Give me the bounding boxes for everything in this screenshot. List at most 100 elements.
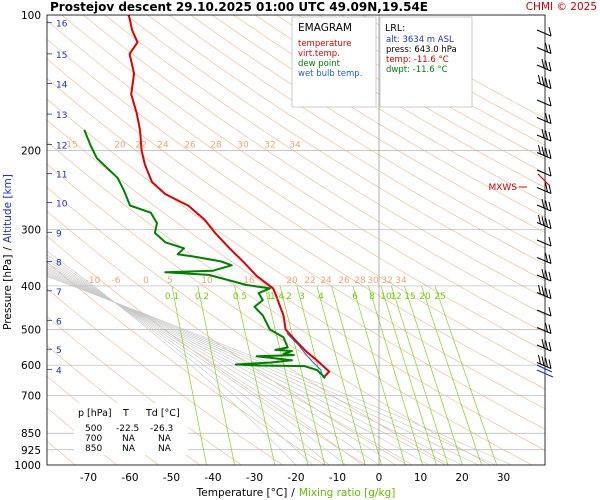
moist-adiabat [47, 268, 413, 465]
theta-label: 24 [320, 276, 332, 286]
lrl-pressure: press: 643.0 hPa [386, 45, 457, 55]
wind-barb-flag [545, 322, 548, 333]
legend-entry-wet-bulb: wet bulb temp. [298, 69, 362, 79]
mxws-label: MXWS [488, 183, 517, 193]
mixing-ratio-label: 4 [318, 292, 324, 302]
mixing-ratio-label: 12 [390, 292, 401, 302]
wind-barb-lowest [536, 369, 554, 378]
wind-barb-flag [545, 112, 548, 123]
series-line-temperature [127, 15, 331, 379]
chart-title: Prostejov descent 29.10.2025 01:00 UTC 4… [50, 0, 428, 14]
wind-barb-flag [548, 306, 552, 317]
moist-adiabat [47, 272, 463, 465]
wind-barb-flag [541, 286, 545, 296]
theta-label: 26 [338, 276, 350, 286]
theta-label: 5 [167, 276, 173, 286]
altitude-tick-label: 9 [56, 229, 62, 239]
wind-barb-flag [548, 96, 552, 107]
wind-barb-flag [538, 144, 541, 155]
y-tick-label: 400 [21, 281, 41, 293]
mixing-ratio-label: 10 [380, 292, 392, 302]
altitude-tick-label: 12 [56, 142, 67, 152]
x-tick-label: -60 [121, 472, 138, 484]
y-axis-label-altitude: Altitude [km] [2, 174, 14, 243]
y-tick-label: 300 [21, 225, 41, 237]
moist-adiabat [47, 260, 346, 465]
dry-adiabat [104, 15, 545, 299]
plot-frame [46, 14, 546, 466]
wind-barb-flag [548, 271, 552, 282]
dry-adiabat [47, 20, 545, 352]
x-tick-label: 20 [455, 472, 468, 484]
table-cell: NA [122, 444, 136, 454]
grid-layer [47, 15, 545, 465]
x-tick-label: -20 [287, 472, 304, 484]
table-header-t: T [122, 408, 129, 419]
altitude-tick-label: 14 [56, 81, 68, 91]
mixing-ratio-label: 15 [404, 292, 415, 302]
legend-entry-dew-point: dew point [298, 59, 341, 69]
series-line-dew-point [83, 129, 326, 380]
wind-barb-flag [545, 252, 548, 263]
level-table-bg [74, 403, 188, 455]
wind-barb-flag [545, 270, 548, 280]
y-tick-label: 850 [21, 428, 41, 440]
x-axis-label: Temperature [°C] / Mixing ratio [g/kg] [196, 487, 396, 499]
x-tick-label: -40 [204, 472, 221, 484]
wind-barb-flag [548, 254, 552, 264]
table-cell: 850 [85, 444, 102, 454]
series-line-wet-bulb-temp- [286, 333, 324, 378]
wind-barb-flag [541, 356, 545, 366]
wind-barb-flag [548, 61, 552, 72]
mixing-ratio-label: 1.4 [270, 292, 285, 302]
moist-adiabat [47, 275, 496, 465]
x-tick-label: 10 [414, 472, 427, 484]
mixing-ratio-label: 20 [419, 292, 431, 302]
wind-barb-staff [536, 257, 552, 264]
altitude-tick-label: 6 [56, 317, 62, 327]
mixing-ratio-label: 0.2 [195, 292, 209, 302]
x-tick-label: -50 [163, 472, 180, 484]
dry-adiabat [147, 15, 545, 265]
dry-adiabat [47, 78, 545, 410]
dry-adiabat [47, 58, 545, 390]
theta-label: 22 [304, 276, 315, 286]
wind-barb-staff [536, 309, 552, 317]
wind-barb-column [536, 26, 554, 378]
x-tick-label: 0 [376, 472, 383, 484]
y-axis-label-sep: / [2, 247, 14, 251]
theta-label: 28 [210, 140, 222, 150]
altitude-tick-label: 11 [56, 170, 67, 180]
lrl-box: LRL: alt: 3634 m ASL press: 643.0 hPa te… [379, 16, 473, 108]
moist-adiabat [47, 266, 396, 465]
dry-adiabat [211, 15, 545, 218]
series-layer [83, 15, 331, 380]
mixing-ratio-line [296, 285, 344, 465]
legend-entry-virt-temp: virt.temp. [298, 49, 340, 59]
x-axis-label-mix: Mixing ratio [g/kg] [299, 487, 395, 499]
dry-adiabat [83, 15, 545, 316]
wind-barb-flag [548, 324, 552, 334]
mixing-ratio-label: 0.1 [165, 292, 179, 302]
mixing-ratio-label: 2 [286, 292, 292, 302]
theta-label: -6 [112, 276, 121, 286]
y-axis-label: Pressure [hPa] / Altitude [km] [2, 174, 14, 330]
mixing-ratio-line [421, 285, 482, 465]
wind-barb-staff [536, 99, 552, 107]
wind-barb-flag [545, 200, 548, 210]
table-cell: NA [158, 434, 172, 444]
mixing-ratio-label: 1 [266, 292, 272, 302]
theta-label: 34 [289, 140, 301, 150]
wind-barb-flag [548, 26, 552, 37]
y-tick-label: 500 [21, 325, 41, 337]
wind-barb-flag [545, 217, 548, 228]
wind-barb-flag [548, 289, 552, 299]
wind-barb-flag [548, 166, 552, 177]
mixing-ratio-label: 8 [369, 292, 375, 302]
legend-box [291, 16, 377, 108]
theta-label: 32 [381, 276, 392, 286]
moist-adiabat [47, 269, 429, 465]
wind-barb-flag [538, 214, 541, 225]
wind-barb-flag [545, 340, 548, 350]
